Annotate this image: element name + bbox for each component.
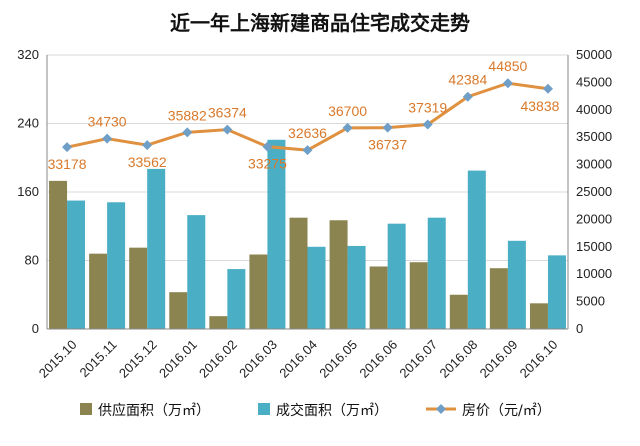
deal-bar bbox=[67, 200, 86, 329]
data-labels: 33178 34730 33562 35882 36374 332753263636700… bbox=[48, 58, 560, 172]
price-data-label: 36737 bbox=[368, 137, 407, 153]
chart-title: 近一年上海新建商品住宅成交走势 bbox=[170, 11, 470, 35]
supply-bar bbox=[209, 316, 228, 329]
left-tick-label: 240 bbox=[17, 116, 39, 131]
price-line bbox=[62, 78, 553, 156]
supply-bar bbox=[529, 303, 548, 329]
right-tick-label: 10000 bbox=[576, 266, 612, 281]
x-tick-label: 2016.02 bbox=[196, 337, 240, 381]
price-point bbox=[542, 83, 553, 94]
legend-swatch bbox=[80, 403, 92, 415]
price-data-label: 33275 bbox=[248, 156, 287, 172]
deal-bar bbox=[387, 223, 406, 329]
x-tick-label: 2016.03 bbox=[236, 337, 280, 381]
x-tick-label: 2016.10 bbox=[517, 337, 561, 381]
deal-bar bbox=[547, 255, 566, 329]
x-tick-label: 2016.07 bbox=[396, 337, 440, 381]
left-tick-label: 0 bbox=[32, 321, 39, 336]
x-tick-label: 2015.11 bbox=[77, 337, 120, 380]
right-tick-label: 45000 bbox=[576, 74, 612, 89]
price-data-label: 43838 bbox=[520, 98, 559, 114]
price-point bbox=[502, 78, 513, 89]
right-tick-label: 0 bbox=[576, 321, 583, 336]
supply-bar bbox=[249, 254, 268, 329]
x-tick-label: 2016.04 bbox=[276, 337, 320, 381]
supply-bar bbox=[289, 217, 308, 329]
price-point bbox=[302, 145, 313, 156]
deal-bar bbox=[347, 245, 366, 329]
deal-bar bbox=[467, 170, 486, 329]
price-data-label: 36374 bbox=[208, 105, 247, 121]
price-point bbox=[102, 133, 113, 144]
x-tick-label: 2016.09 bbox=[477, 337, 521, 381]
price-data-label: 35882 bbox=[168, 107, 207, 123]
price-point bbox=[262, 141, 273, 152]
supply-bar bbox=[89, 253, 108, 329]
price-data-label: 34730 bbox=[88, 114, 127, 130]
deal-bar bbox=[187, 215, 206, 329]
price-point bbox=[462, 91, 473, 102]
x-tick-label: 2016.01 bbox=[156, 337, 200, 381]
x-tick-label: 2016.06 bbox=[356, 337, 400, 381]
price-point bbox=[142, 140, 153, 151]
right-tick-label: 40000 bbox=[576, 102, 612, 117]
right-tick-label: 25000 bbox=[576, 184, 612, 199]
price-point bbox=[422, 119, 433, 130]
right-tick-label: 50000 bbox=[576, 47, 612, 62]
price-data-label: 42384 bbox=[448, 72, 487, 88]
supply-bar bbox=[129, 247, 148, 329]
deal-bar bbox=[147, 168, 166, 329]
price-data-label: 32636 bbox=[288, 125, 327, 141]
price-data-label: 44850 bbox=[488, 58, 527, 74]
supply-bar bbox=[49, 180, 68, 329]
legend-label: 成交面积（万㎡） bbox=[276, 402, 388, 419]
legend-marker bbox=[436, 404, 446, 414]
price-point bbox=[342, 122, 353, 133]
deal-bar bbox=[427, 217, 446, 329]
supply-bar bbox=[449, 294, 468, 329]
left-tick-label: 160 bbox=[17, 184, 39, 199]
x-tick-label: 2015.10 bbox=[36, 337, 80, 381]
supply-bar bbox=[409, 262, 428, 329]
deal-bar bbox=[107, 202, 126, 329]
right-tick-label: 35000 bbox=[576, 129, 612, 144]
supply-bar bbox=[329, 220, 348, 329]
price-point bbox=[62, 142, 73, 153]
right-tick-label: 20000 bbox=[576, 211, 612, 226]
price-point bbox=[382, 122, 393, 133]
price-data-label: 33178 bbox=[48, 156, 87, 172]
right-tick-label: 30000 bbox=[576, 157, 612, 172]
right-tick-label: 15000 bbox=[576, 239, 612, 254]
supply-bar bbox=[369, 266, 388, 329]
right-tick-label: 5000 bbox=[576, 294, 605, 309]
supply-bar bbox=[489, 268, 508, 329]
price-point bbox=[182, 127, 193, 138]
supply-bar bbox=[169, 292, 188, 329]
x-tick-label: 2016.08 bbox=[437, 337, 481, 381]
x-tick-label: 2015.12 bbox=[116, 337, 160, 381]
deal-bar bbox=[267, 139, 286, 329]
price-data-label: 33562 bbox=[128, 154, 167, 170]
deal-bar bbox=[507, 240, 526, 329]
left-tick-label: 80 bbox=[25, 253, 39, 268]
price-point bbox=[222, 124, 233, 135]
legend-label: 供应面积（万㎡） bbox=[98, 402, 210, 419]
deal-bar bbox=[227, 269, 246, 329]
legend-swatch bbox=[258, 403, 270, 415]
bars bbox=[49, 139, 566, 329]
legend: 供应面积（万㎡） 成交面积（万㎡） 房价（元/㎡） bbox=[80, 402, 551, 419]
left-tick-label: 320 bbox=[17, 47, 39, 62]
price-data-label: 37319 bbox=[408, 99, 447, 115]
legend-label: 房价（元/㎡） bbox=[462, 403, 551, 419]
x-tick-label: 2016.05 bbox=[316, 337, 360, 381]
price-data-label: 36700 bbox=[328, 103, 367, 119]
deal-bar bbox=[307, 246, 326, 329]
